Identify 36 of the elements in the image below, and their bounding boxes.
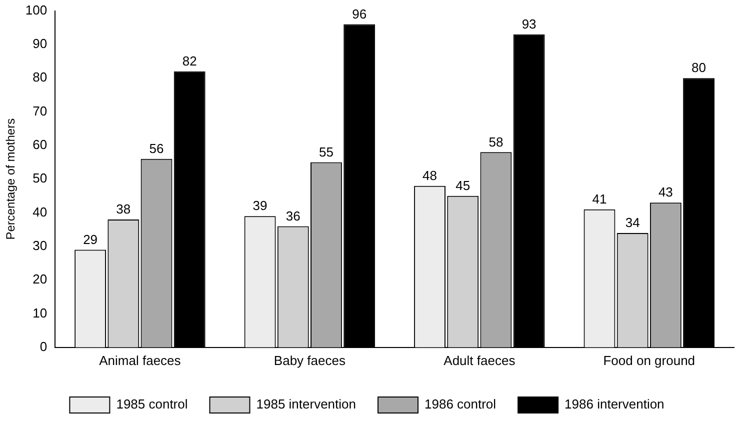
y-tick-label: 30 xyxy=(32,238,48,253)
y-tick-label: 50 xyxy=(32,170,48,186)
y-tick-label: 40 xyxy=(32,204,48,220)
y-tick-label: 100 xyxy=(25,2,48,18)
data-label: 43 xyxy=(658,184,673,200)
data-label: 96 xyxy=(352,6,367,22)
legend-label: 1986 intervention xyxy=(564,396,664,412)
data-label: 48 xyxy=(422,168,437,183)
y-tick-label: 20 xyxy=(32,272,48,287)
data-label: 39 xyxy=(252,198,268,214)
y-tick-label: 60 xyxy=(32,137,48,152)
x-tick-label: Food on ground xyxy=(603,352,696,368)
y-tick-label: 90 xyxy=(32,36,48,52)
x-tick-label: Animal faeces xyxy=(99,352,182,368)
data-label: 41 xyxy=(592,191,607,206)
data-label: 55 xyxy=(318,144,334,160)
legend-label: 1985 intervention xyxy=(256,396,356,412)
data-label: 29 xyxy=(83,232,98,247)
data-label: 93 xyxy=(522,16,536,32)
data-label: 56 xyxy=(149,140,164,156)
y-tick-label: 80 xyxy=(32,70,48,85)
legend-label: 1986 control xyxy=(424,396,496,412)
data-label: 82 xyxy=(182,53,197,68)
y-tick-label: 0 xyxy=(40,338,48,354)
data-label: 45 xyxy=(456,178,470,194)
x-tick-label: Adult faeces xyxy=(444,352,516,368)
data-label: 36 xyxy=(286,208,300,224)
data-label: 38 xyxy=(116,202,131,217)
data-label: 80 xyxy=(692,60,706,76)
x-tick-label: Baby faeces xyxy=(274,352,346,368)
legend-label: 1985 control xyxy=(116,396,188,412)
y-axis-title: Percentage of mothers xyxy=(4,118,18,240)
data-label: 58 xyxy=(488,134,504,150)
y-tick-label: 70 xyxy=(32,103,48,118)
data-label: 34 xyxy=(625,215,640,230)
y-tick-label: 10 xyxy=(32,305,48,320)
